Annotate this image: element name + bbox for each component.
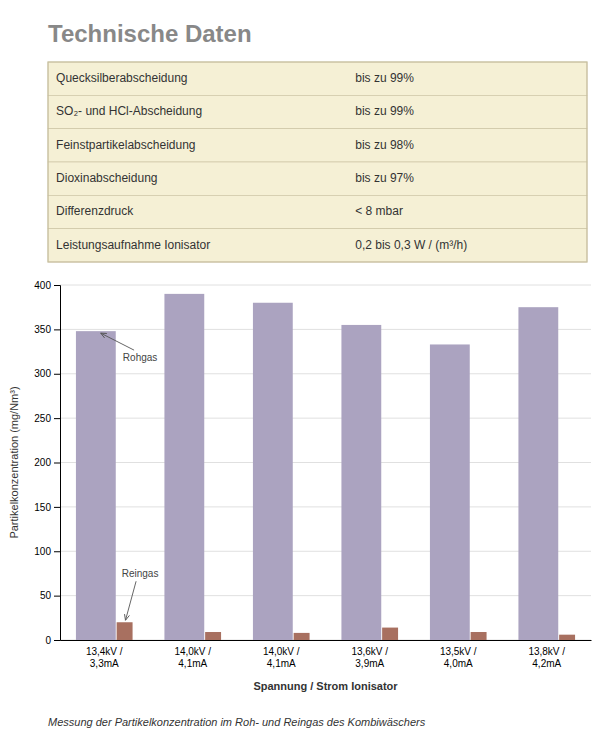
x-axis-line — [61, 640, 592, 641]
x-tick-label: 13,6kV /3,9mA — [351, 646, 388, 669]
table-cell: bis zu 97% — [355, 171, 414, 185]
table-cell: Leistungsaufnahme Ionisator — [56, 238, 210, 252]
x-tick-label: 14,0kV /4,1mA — [263, 646, 300, 669]
grid-line — [60, 506, 591, 507]
bar-series — [117, 622, 575, 640]
bar — [294, 633, 310, 640]
y-tick-label: 400 — [34, 280, 51, 291]
y-tick-mark — [54, 507, 60, 508]
table-row — [48, 95, 587, 128]
bar — [559, 635, 575, 640]
annotation: Reingas — [122, 568, 159, 579]
x-tick: 13,4kV /3,3mA — [86, 646, 123, 669]
bar — [430, 344, 470, 640]
y-tick-label: 250 — [34, 413, 51, 424]
table-row — [48, 129, 587, 162]
x-tick: 14,0kV /4,1mA — [263, 646, 300, 669]
grid-line — [60, 595, 591, 596]
bar — [164, 294, 204, 640]
bar-series — [76, 294, 558, 640]
y-tick: 150 — [34, 502, 60, 513]
y-tick-label: 200 — [34, 457, 51, 468]
y-tick: 300 — [34, 368, 60, 379]
caption: Messung der Partikelkonzentration im Roh… — [48, 716, 426, 728]
bar — [117, 622, 133, 640]
y-tick-mark — [54, 329, 60, 330]
table-row — [48, 195, 587, 228]
y-tick: 50 — [40, 590, 60, 601]
x-tick-label: 13,4kV /3,3mA — [86, 646, 123, 669]
x-tick: 13,5kV /4,0mA — [440, 646, 477, 669]
x-tick: 13,8kV /4,2mA — [528, 646, 565, 669]
y-tick-mark — [54, 463, 60, 464]
y-tick: 200 — [34, 457, 60, 468]
y-tick-label: 300 — [34, 368, 51, 379]
bar — [76, 331, 116, 640]
annotation: Rohgas — [123, 352, 157, 363]
table-cell: 0,2 bis 0,3 W / (m³/h) — [355, 238, 467, 252]
y-tick-label: 0 — [45, 635, 51, 646]
bar — [471, 632, 487, 640]
y-tick-mark — [54, 418, 60, 419]
bar-chart: 0 50 100 150 200 250 300 350 400 13,4kV /3,3mA 14,… — [8, 280, 592, 692]
bar — [205, 632, 221, 640]
y-axis-title: Partikelkonzentration (mg/Nm³) — [8, 386, 20, 538]
info-table: Quecksilberabscheidung bis zu 99% SO₂- und… — [48, 62, 587, 262]
x-axis: 13,4kV /3,3mA 14,0kV /4,1mA 14,0kV /4,1mA 1… — [61, 641, 592, 669]
y-tick: 400 — [34, 280, 60, 291]
x-tick-label: 13,5kV /4,0mA — [440, 646, 477, 669]
page: Technische Daten Quecksilberabscheidung bi… — [0, 0, 606, 748]
table-cell: bis zu 99% — [355, 104, 414, 118]
table-row — [48, 229, 587, 262]
table-cell: Dioxinabscheidung — [56, 171, 157, 185]
y-tick: 100 — [34, 546, 60, 557]
page-title: Technische Daten — [48, 20, 252, 47]
table-cell: Quecksilberabscheidung — [56, 71, 187, 85]
grid-line — [60, 373, 591, 374]
y-tick: 0 — [45, 635, 60, 646]
bar — [253, 303, 293, 640]
grid-line — [60, 551, 591, 552]
table-cell: bis zu 99% — [355, 71, 414, 85]
y-tick-label: 350 — [34, 324, 51, 335]
y-tick-mark — [54, 285, 60, 286]
table-border — [48, 62, 587, 262]
y-tick-mark — [54, 640, 60, 641]
y-tick-mark — [54, 596, 60, 597]
bar — [382, 628, 398, 640]
y-tick-mark — [54, 374, 60, 375]
x-tick: 14,0kV /4,1mA — [174, 646, 211, 669]
grid-line — [60, 418, 591, 419]
y-tick-mark — [54, 551, 60, 552]
y-tick: 250 — [34, 413, 60, 424]
table-cell: SO₂- und HCl-Abscheidung — [56, 104, 202, 118]
annotation-arrow — [125, 581, 136, 620]
grid-line — [60, 640, 591, 641]
bars — [76, 294, 575, 640]
table-cell: < 8 mbar — [355, 204, 403, 218]
annotation-arrow — [101, 333, 134, 350]
y-tick-label: 50 — [40, 590, 52, 601]
x-tick-label: 14,0kV /4,1mA — [174, 646, 211, 669]
x-axis-title: Spannung / Strom Ionisator — [253, 680, 398, 692]
y-tick-label: 150 — [34, 502, 51, 513]
grid-line — [60, 462, 591, 463]
grid-line — [60, 329, 591, 330]
x-tick: 13,6kV /3,9mA — [351, 646, 388, 669]
y-axis-line — [54, 286, 61, 641]
table-cell: Differenzdruck — [56, 204, 134, 218]
annotations: Rohgas Reingas — [101, 333, 159, 620]
y-axis: 0 50 100 150 200 250 300 350 400 — [34, 280, 60, 646]
table-cell: bis zu 98% — [355, 138, 414, 152]
y-tick-label: 100 — [34, 546, 51, 557]
table-row — [48, 62, 587, 95]
grid — [60, 285, 591, 640]
grid-line — [60, 285, 591, 286]
bar — [341, 325, 381, 640]
x-tick-label: 13,8kV /4,2mA — [528, 646, 565, 669]
y-tick: 350 — [34, 324, 60, 335]
table-cell: Feinstpartikelabscheidung — [56, 138, 195, 152]
bar — [518, 307, 558, 640]
table-row — [48, 162, 587, 195]
